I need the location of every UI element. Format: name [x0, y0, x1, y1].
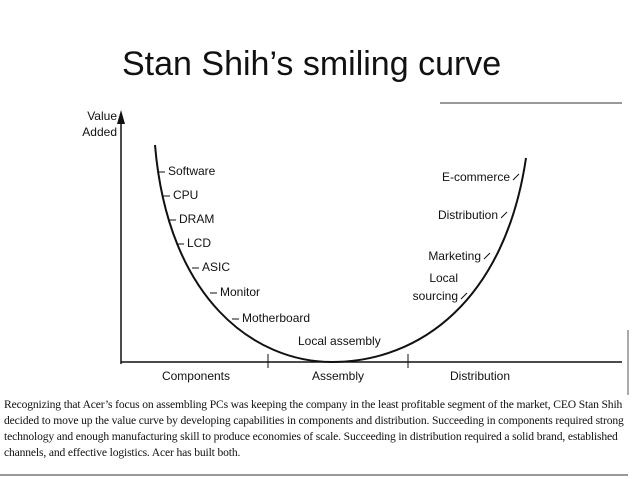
- y-axis-arrow: [117, 110, 125, 124]
- caption: Recognizing that Acer’s focus on assembl…: [4, 398, 624, 459]
- right-label: E-commerce: [442, 170, 510, 184]
- section-label: Components: [162, 369, 230, 383]
- y-axis-label: Value: [87, 109, 117, 123]
- left-label: Monitor: [220, 285, 260, 299]
- slide-title: Stan Shih’s smiling curve: [122, 45, 501, 83]
- label-tick: [512, 173, 520, 181]
- label-tick: [483, 252, 491, 260]
- bottom-label: Local assembly: [298, 334, 381, 348]
- right-label: Marketing: [428, 249, 481, 263]
- label-tick: [460, 292, 468, 300]
- right-label: sourcing: [413, 289, 458, 303]
- label-tick: [500, 211, 508, 219]
- right-label: Local: [429, 271, 458, 285]
- section-label: Distribution: [450, 369, 510, 383]
- left-label: LCD: [187, 236, 211, 250]
- slide: Stan Shih’s smiling curve Value Added Comp…: [82, 45, 629, 395]
- section-label: Assembly: [312, 369, 364, 383]
- left-label: Motherboard: [242, 311, 310, 325]
- left-label: ASIC: [202, 260, 230, 274]
- left-label: DRAM: [179, 212, 214, 226]
- smiling-curve: [154, 144, 527, 364]
- left-label: CPU: [173, 188, 198, 202]
- y-axis-label: Added: [82, 125, 117, 139]
- right-label: Distribution: [438, 208, 498, 222]
- left-label: Software: [168, 164, 216, 178]
